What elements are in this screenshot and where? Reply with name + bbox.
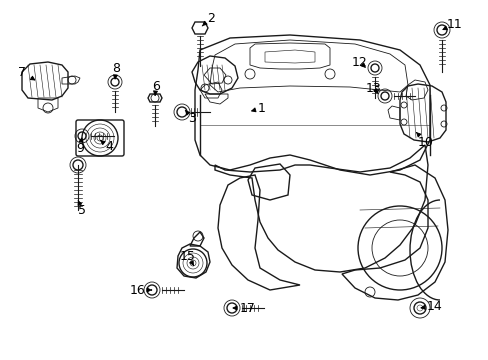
- Text: 5: 5: [78, 201, 86, 216]
- Text: 3: 3: [185, 110, 196, 125]
- Text: 11: 11: [442, 18, 462, 31]
- Text: 2: 2: [202, 12, 215, 26]
- Text: 12: 12: [351, 55, 367, 68]
- Text: 10: 10: [416, 132, 433, 148]
- Text: 4: 4: [100, 140, 113, 153]
- Text: 17: 17: [233, 302, 255, 315]
- Text: 16: 16: [130, 284, 151, 297]
- Text: 6: 6: [152, 80, 160, 95]
- Text: 1: 1: [251, 102, 265, 114]
- Text: 13: 13: [366, 81, 381, 94]
- Text: 14: 14: [420, 300, 442, 312]
- Text: 8: 8: [112, 62, 120, 79]
- Text: 7: 7: [18, 66, 35, 80]
- Text: 9: 9: [76, 138, 84, 154]
- Text: 15: 15: [180, 249, 196, 265]
